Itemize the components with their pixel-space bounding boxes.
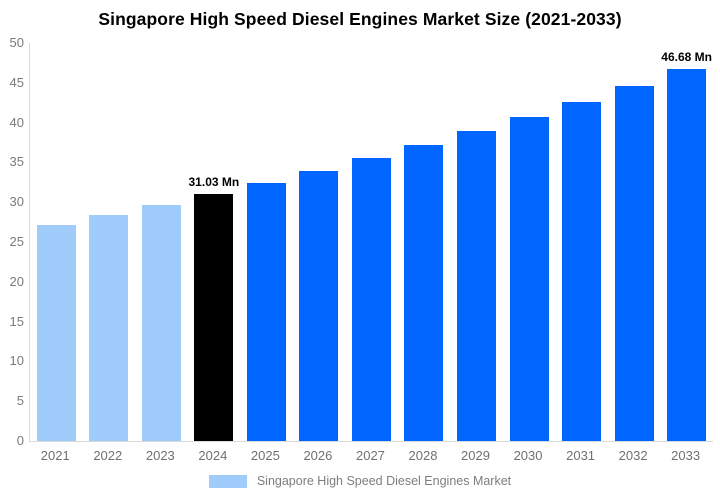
bar-slot-2030 xyxy=(503,43,556,441)
bar-value-label-2024: 31.03 Mn xyxy=(188,175,240,189)
x-tick-label-2033: 2033 xyxy=(671,448,701,463)
x-tick-label-2026: 2026 xyxy=(303,448,333,463)
y-axis: 50 45 40 35 30 25 20 15 10 5 0 xyxy=(0,0,24,500)
bar-2029 xyxy=(457,131,497,441)
bar-slot-2026 xyxy=(293,43,346,441)
x-tick-label-2028: 2028 xyxy=(408,448,438,463)
legend-label: Singapore High Speed Diesel Engines Mark… xyxy=(256,474,512,488)
bar-slot-2033: 46.68 Mn xyxy=(660,43,713,441)
bar-slot-2024: 31.03 Mn xyxy=(188,43,241,441)
bar-2032 xyxy=(614,86,654,441)
x-tick-label-2027: 2027 xyxy=(355,448,385,463)
y-tick-label-35: 35 xyxy=(9,154,24,170)
bar-2033 xyxy=(667,69,707,441)
bar-2021 xyxy=(36,225,76,441)
x-tick-label-2029: 2029 xyxy=(461,448,490,463)
y-tick-label-0: 0 xyxy=(16,433,24,448)
x-tick-label-2030: 2030 xyxy=(513,448,543,463)
y-tick-label-40: 40 xyxy=(9,114,24,130)
x-tick-label-2023: 2023 xyxy=(145,448,175,463)
plot-area: 31.03 Mn 46.68 Mn xyxy=(29,43,713,442)
bar-slot-2032 xyxy=(608,43,661,441)
bar-2030 xyxy=(509,117,549,441)
bar-slot-2031 xyxy=(555,43,608,441)
bar-slot-2029 xyxy=(450,43,503,441)
bar-slot-2027 xyxy=(345,43,398,441)
y-tick-label-5: 5 xyxy=(16,393,24,409)
x-tick-label-2032: 2032 xyxy=(618,448,648,463)
legend-swatch-icon xyxy=(208,474,247,488)
bar-slot-2021 xyxy=(30,43,83,441)
y-tick-label-25: 25 xyxy=(9,234,24,249)
bar-2028 xyxy=(404,145,444,441)
bar-2026 xyxy=(299,171,339,441)
bar-2025 xyxy=(246,183,286,441)
x-tick-label-2031: 2031 xyxy=(566,448,596,463)
bar-2024 xyxy=(194,194,234,441)
bar-2027 xyxy=(351,158,391,441)
x-axis: 2021 2022 2023 2024 2025 2026 2027 2028 2029 2030… xyxy=(29,448,712,463)
y-tick-label-30: 30 xyxy=(9,194,24,210)
bar-slot-2023 xyxy=(135,43,188,441)
bar-slot-2022 xyxy=(83,43,136,441)
bar-slot-2025 xyxy=(240,43,293,441)
bar-slot-2028 xyxy=(398,43,451,441)
bar-2023 xyxy=(141,205,181,441)
x-tick-label-2021: 2021 xyxy=(40,448,70,463)
y-tick-label-50: 50 xyxy=(9,35,24,50)
chart-title: Singapore High Speed Diesel Engines Mark… xyxy=(98,9,622,29)
y-tick-label-45: 45 xyxy=(9,74,24,90)
x-tick-label-2025: 2025 xyxy=(250,448,280,463)
bar-2031 xyxy=(562,102,602,441)
legend: Singapore High Speed Diesel Engines Mark… xyxy=(0,474,720,488)
x-tick-label-2022: 2022 xyxy=(93,448,123,463)
x-tick-label-2024: 2024 xyxy=(198,448,228,463)
y-tick-label-10: 10 xyxy=(9,353,24,369)
y-tick-label-15: 15 xyxy=(9,313,24,329)
bar-2022 xyxy=(89,215,129,441)
bar-value-label-2033: 46.68 Mn xyxy=(661,50,712,64)
y-tick-label-20: 20 xyxy=(9,273,24,289)
